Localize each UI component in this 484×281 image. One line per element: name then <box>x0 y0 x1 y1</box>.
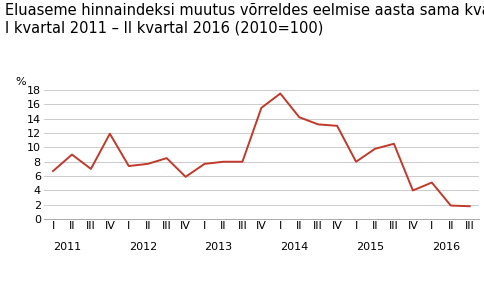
Text: 2015: 2015 <box>356 243 384 252</box>
Text: 2013: 2013 <box>205 243 233 252</box>
Text: 2016: 2016 <box>432 243 460 252</box>
Text: Eluaseme hinnaindeksi muutus võrreldes eelmise aasta sama kvartaliga,
I kvartal : Eluaseme hinnaindeksi muutus võrreldes e… <box>5 3 484 35</box>
Text: 2012: 2012 <box>129 243 157 252</box>
Text: 2011: 2011 <box>53 243 81 252</box>
Text: 2014: 2014 <box>280 243 308 252</box>
Text: %: % <box>15 77 26 87</box>
